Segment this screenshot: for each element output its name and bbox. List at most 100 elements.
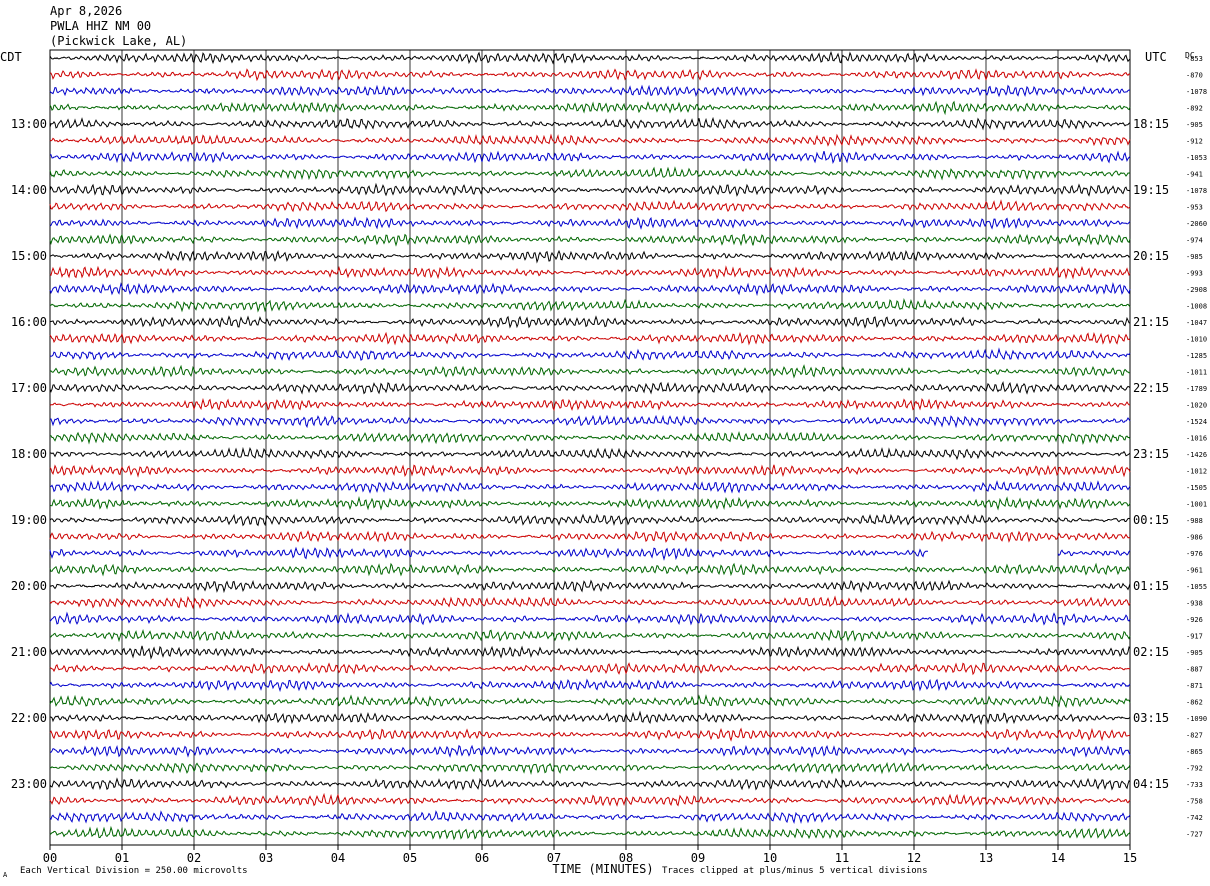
dc-offset-label: -1047 bbox=[1186, 319, 1207, 327]
x-tick-label: 08 bbox=[619, 851, 633, 865]
dc-offset-label: -941 bbox=[1186, 171, 1203, 179]
x-tick-label: 02 bbox=[187, 851, 201, 865]
trace-row bbox=[49, 727, 1131, 742]
dc-offset-label: -961 bbox=[1186, 567, 1203, 575]
dc-offset-label: -1285 bbox=[1186, 352, 1207, 360]
cdt-hour-label: 23:00 bbox=[11, 777, 47, 791]
trace-row bbox=[49, 50, 1131, 65]
trace-row bbox=[49, 579, 1131, 594]
dc-offset-label: -1053 bbox=[1186, 154, 1207, 162]
utc-hour-label: 19:15 bbox=[1133, 183, 1169, 197]
dc-title: DC bbox=[1185, 51, 1195, 60]
trace-row bbox=[49, 166, 1131, 181]
x-tick-label: 09 bbox=[691, 851, 705, 865]
trace-row bbox=[49, 182, 1131, 197]
trace-row bbox=[49, 496, 1131, 511]
trace-row bbox=[49, 150, 1131, 165]
utc-hour-label: 00:15 bbox=[1133, 513, 1169, 527]
cdt-hour-label: 13:00 bbox=[11, 117, 47, 131]
dc-offset-label: -1078 bbox=[1186, 88, 1207, 96]
utc-hour-label: 23:15 bbox=[1133, 447, 1169, 461]
trace-row bbox=[49, 414, 1131, 429]
x-tick-label: 12 bbox=[907, 851, 921, 865]
dc-offset-label: -871 bbox=[1186, 682, 1203, 690]
scale-note: Each Vertical Division = 250.00 microvol… bbox=[20, 866, 248, 876]
trace-row bbox=[49, 397, 1131, 412]
dc-offset-label: -1008 bbox=[1186, 303, 1207, 311]
dc-offset-label: -742 bbox=[1186, 814, 1203, 822]
cdt-hour-label: 22:00 bbox=[11, 711, 47, 725]
dc-offset-label: -1012 bbox=[1186, 468, 1207, 476]
trace-row bbox=[49, 381, 1131, 395]
dc-offset-label: -912 bbox=[1186, 138, 1203, 146]
plot-frame bbox=[49, 49, 1131, 846]
trace-row bbox=[49, 628, 1131, 643]
trace-row bbox=[49, 331, 1131, 346]
dc-offset-label: -1524 bbox=[1186, 418, 1207, 426]
trace-row bbox=[50, 431, 1131, 446]
right-axis-title: UTC bbox=[1145, 50, 1167, 64]
dc-offset-label: -1078 bbox=[1186, 187, 1207, 195]
dc-offset-label: -862 bbox=[1186, 699, 1203, 707]
dc-offset-label: -926 bbox=[1186, 616, 1203, 624]
cdt-hour-label: 17:00 bbox=[11, 381, 47, 395]
trace-row bbox=[49, 645, 1131, 660]
trace-row bbox=[49, 678, 1131, 693]
dc-offset-label: -988 bbox=[1186, 517, 1203, 525]
x-tick-label: 15 bbox=[1123, 851, 1137, 865]
x-tick-label: 11 bbox=[835, 851, 849, 865]
dc-offset-label: -865 bbox=[1186, 748, 1203, 756]
cdt-hour-label: 14:00 bbox=[11, 183, 47, 197]
x-tick-label: 14 bbox=[1051, 851, 1065, 865]
trace-row bbox=[49, 530, 1131, 543]
x-tick-label: 13 bbox=[979, 851, 993, 865]
dc-offset-label: -905 bbox=[1186, 121, 1203, 129]
cdt-hour-label: 19:00 bbox=[11, 513, 47, 527]
x-tick-label: 04 bbox=[331, 851, 345, 865]
trace-row bbox=[49, 480, 1131, 494]
cdt-hour-label: 15:00 bbox=[11, 249, 47, 263]
dc-offset-label: -792 bbox=[1186, 765, 1203, 773]
x-tick-label: 01 bbox=[115, 851, 129, 865]
x-tick-label: 07 bbox=[547, 851, 561, 865]
trace-row bbox=[49, 694, 1131, 709]
dc-offset-label: -887 bbox=[1186, 666, 1203, 674]
trace-row bbox=[49, 249, 1131, 264]
x-axis-label: TIME (MINUTES) bbox=[552, 862, 653, 876]
dc-offset-label: -892 bbox=[1186, 105, 1203, 113]
header-location: (Pickwick Lake, AL) bbox=[50, 34, 188, 48]
utc-hour-label: 04:15 bbox=[1133, 777, 1169, 791]
trace-row bbox=[49, 792, 1131, 807]
trace-row bbox=[49, 710, 1131, 726]
dc-offset-label: -976 bbox=[1186, 550, 1203, 558]
utc-hour-label: 02:15 bbox=[1133, 645, 1169, 659]
dc-offset-label: -985 bbox=[1186, 253, 1203, 261]
dc-offset-label: -827 bbox=[1186, 732, 1203, 740]
trace-row bbox=[49, 116, 1131, 131]
dc-offset-label: -758 bbox=[1186, 798, 1203, 806]
trace-row bbox=[49, 595, 1131, 610]
x-tick-label: 06 bbox=[475, 851, 489, 865]
dc-offset-label: -853 bbox=[1186, 55, 1203, 63]
cdt-hour-label: 20:00 bbox=[11, 579, 47, 593]
dc-offset-label: -938 bbox=[1186, 600, 1203, 608]
trace-row bbox=[50, 298, 1131, 313]
dc-offset-label: -1055 bbox=[1186, 583, 1207, 591]
cdt-hour-label: 16:00 bbox=[11, 315, 47, 329]
dc-offset-label: -733 bbox=[1186, 781, 1203, 789]
trace-row bbox=[49, 810, 1131, 824]
trace-row bbox=[49, 777, 1131, 791]
trace-row bbox=[49, 216, 1131, 230]
dc-offset-label: -905 bbox=[1186, 649, 1203, 657]
trace-row bbox=[49, 562, 1131, 577]
trace-row bbox=[49, 347, 1131, 361]
x-tick-label: 10 bbox=[763, 851, 777, 865]
x-tick-label: 03 bbox=[259, 851, 273, 865]
trace-row bbox=[49, 199, 1131, 213]
dc-offset-label: -974 bbox=[1186, 237, 1203, 245]
dc-offset-label: -986 bbox=[1186, 534, 1203, 542]
trace-row bbox=[49, 100, 1131, 116]
dc-offset-label: -993 bbox=[1186, 270, 1203, 278]
utc-hour-label: 18:15 bbox=[1133, 117, 1169, 131]
dc-offset-label: -1001 bbox=[1186, 501, 1207, 509]
